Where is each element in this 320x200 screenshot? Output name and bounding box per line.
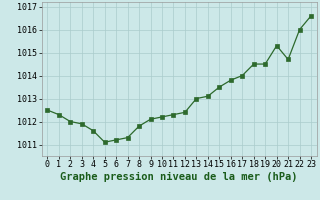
X-axis label: Graphe pression niveau de la mer (hPa): Graphe pression niveau de la mer (hPa) — [60, 172, 298, 182]
